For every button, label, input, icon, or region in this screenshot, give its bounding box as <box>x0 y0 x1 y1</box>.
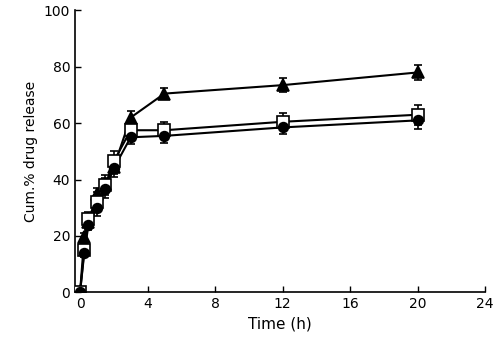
Line: IMC/b-CD: IMC/b-CD <box>74 109 423 298</box>
IMC liposomes <box>162 92 168 96</box>
IMC/b-CD <box>414 113 420 117</box>
IMC liposomes <box>77 290 83 294</box>
IMC liposomes <box>414 70 420 74</box>
Y-axis label: Cum.% drug release: Cum.% drug release <box>24 81 38 222</box>
IMC/HP-b-CD <box>94 206 100 210</box>
IMC liposomes <box>280 83 285 87</box>
IMC/b-CD <box>162 128 168 132</box>
IMC liposomes <box>128 116 134 120</box>
IMC/b-CD <box>280 120 285 124</box>
IMC/b-CD <box>86 217 91 221</box>
IMC/HP-b-CD <box>82 251 87 255</box>
IMC/HP-b-CD <box>280 125 285 129</box>
IMC/HP-b-CD <box>102 187 108 191</box>
IMC liposomes <box>111 165 117 169</box>
X-axis label: Time (h): Time (h) <box>248 317 312 332</box>
IMC liposomes <box>94 191 100 196</box>
IMC/b-CD <box>82 248 87 252</box>
IMC/b-CD <box>77 290 83 294</box>
Line: IMC liposomes: IMC liposomes <box>74 67 423 298</box>
IMC/HP-b-CD <box>414 118 420 122</box>
IMC liposomes <box>82 235 87 239</box>
IMC/b-CD <box>111 159 117 163</box>
IMC/b-CD <box>102 183 108 187</box>
IMC/HP-b-CD <box>77 290 83 294</box>
IMC/HP-b-CD <box>162 134 168 138</box>
IMC/b-CD <box>128 128 134 132</box>
IMC/HP-b-CD <box>111 166 117 171</box>
IMC/b-CD <box>94 200 100 204</box>
IMC liposomes <box>102 182 108 186</box>
IMC/HP-b-CD <box>86 223 91 227</box>
IMC liposomes <box>86 220 91 224</box>
Line: IMC/HP-b-CD: IMC/HP-b-CD <box>75 116 422 297</box>
IMC/HP-b-CD <box>128 135 134 139</box>
